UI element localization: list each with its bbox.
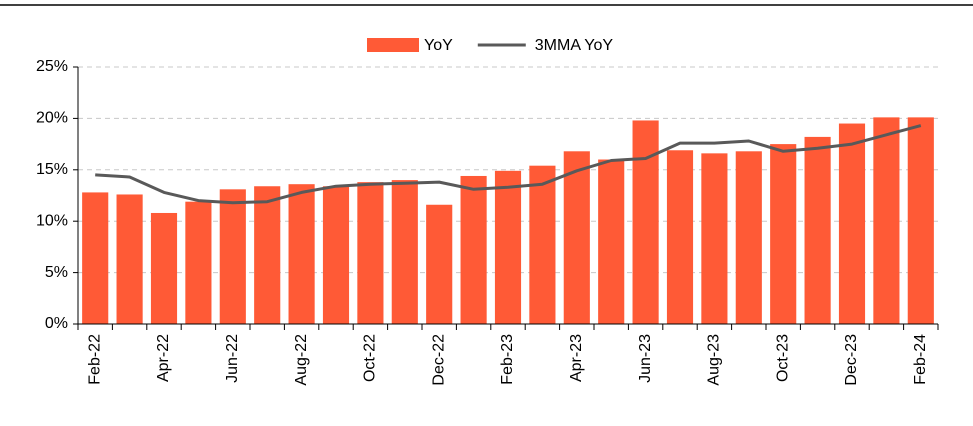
legend-label: YoY bbox=[424, 37, 453, 54]
bar bbox=[322, 186, 350, 324]
y-tick-label: 10% bbox=[36, 212, 68, 229]
bar bbox=[391, 180, 418, 324]
bar bbox=[185, 201, 212, 324]
bar bbox=[735, 151, 762, 324]
bar bbox=[907, 117, 934, 324]
bar bbox=[529, 165, 556, 324]
x-tick-label: Feb-23 bbox=[499, 334, 516, 385]
x-tick-label: Dec-22 bbox=[430, 334, 447, 386]
y-tick-label: 15% bbox=[36, 161, 68, 178]
bar bbox=[804, 136, 831, 324]
x-tick-label: Oct-23 bbox=[774, 334, 791, 382]
bar bbox=[426, 204, 453, 324]
bar bbox=[838, 123, 866, 324]
bar bbox=[494, 170, 522, 324]
bar bbox=[873, 117, 900, 324]
bar bbox=[150, 212, 178, 324]
x-tick-label: Dec-23 bbox=[843, 334, 860, 386]
bar bbox=[563, 151, 590, 324]
y-tick-label: 25% bbox=[36, 58, 68, 75]
x-tick-label: Feb-24 bbox=[912, 334, 929, 385]
bar bbox=[288, 184, 315, 324]
bar bbox=[116, 194, 143, 324]
y-tick-label: 0% bbox=[45, 315, 68, 332]
bar bbox=[598, 159, 625, 324]
x-tick-label: Aug-22 bbox=[293, 334, 310, 386]
bar bbox=[701, 153, 728, 324]
x-tick-label: Feb-22 bbox=[86, 334, 103, 385]
legend-swatch bbox=[367, 38, 419, 52]
bar bbox=[460, 175, 487, 324]
line bbox=[95, 124, 922, 205]
bar bbox=[666, 150, 694, 324]
x-tick-label: Jun-23 bbox=[637, 334, 654, 383]
x-tick-label: Oct-22 bbox=[362, 334, 379, 382]
x-tick-label: Apr-23 bbox=[568, 334, 585, 382]
legend-label: 3MMA YoY bbox=[535, 37, 614, 54]
x-tick-label: Jun-22 bbox=[224, 334, 241, 383]
y-tick-label: 20% bbox=[36, 110, 68, 127]
bar bbox=[254, 186, 281, 324]
bar bbox=[219, 189, 246, 324]
bar bbox=[632, 120, 659, 325]
bar bbox=[357, 182, 384, 324]
bar bbox=[82, 192, 109, 324]
x-tick-label: Apr-22 bbox=[155, 334, 172, 382]
x-tick-label: Aug-23 bbox=[706, 334, 723, 386]
bar bbox=[770, 144, 797, 324]
y-tick-label: 5% bbox=[45, 264, 68, 281]
